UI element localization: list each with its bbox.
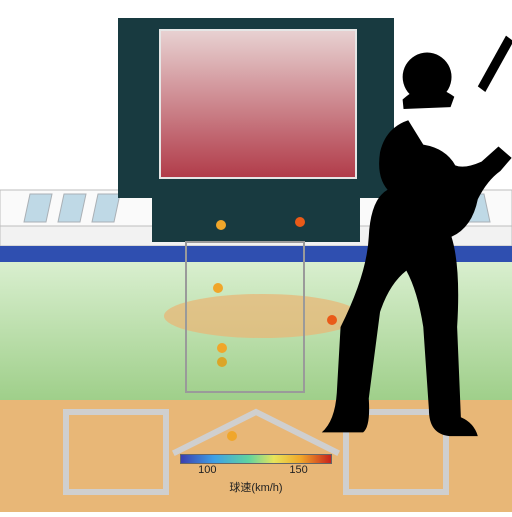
pitch-location-chart: 100 150 球速(km/h): [0, 0, 512, 512]
speed-colorbar: 100 150 球速(km/h): [180, 454, 332, 495]
colorbar-label: 球速(km/h): [180, 479, 332, 495]
colorbar-ticks: 100 150: [180, 464, 332, 478]
colorbar-gradient: [180, 454, 332, 464]
colorbar-tick: 100: [198, 464, 216, 476]
colorbar-tick: 150: [289, 464, 307, 476]
batter-silhouette: [0, 0, 512, 512]
